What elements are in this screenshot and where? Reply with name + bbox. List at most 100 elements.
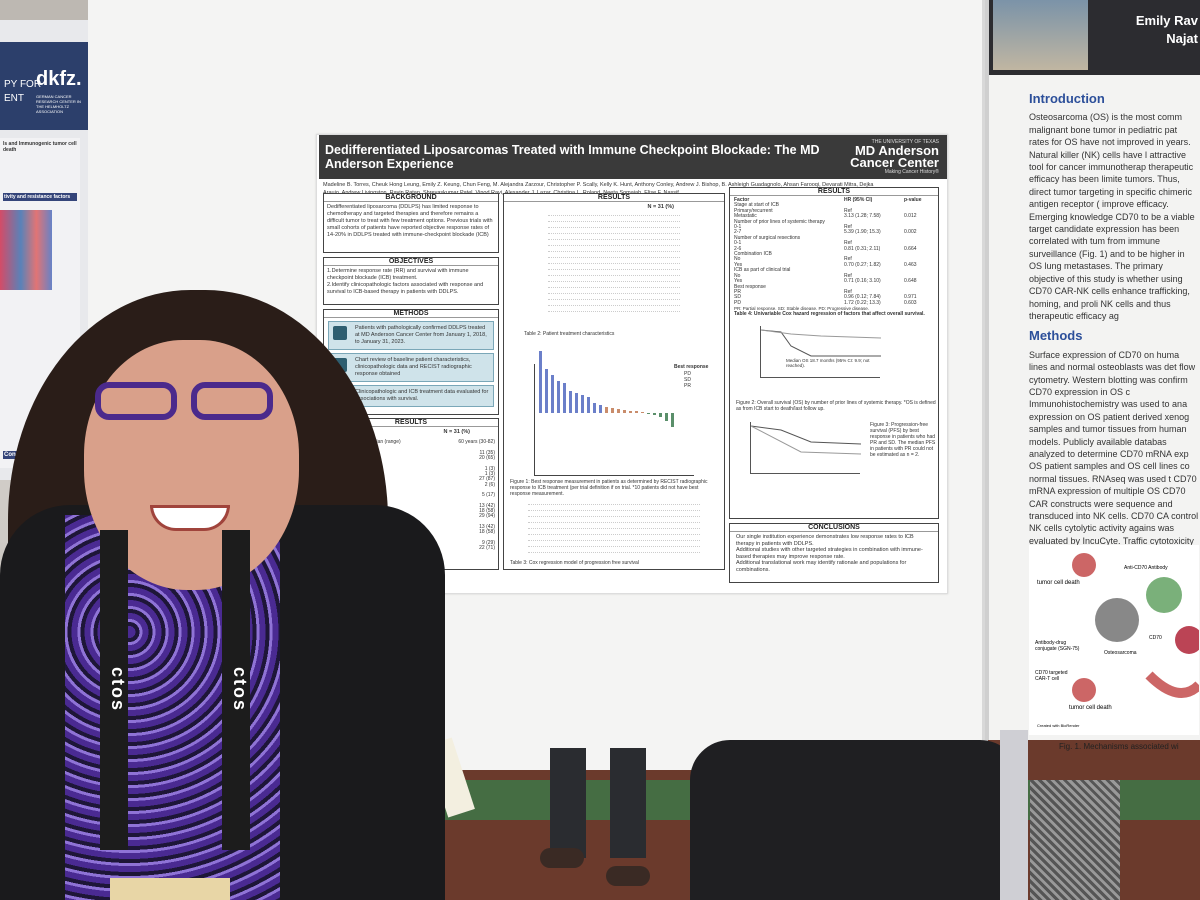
table-row: 2-6 0.81 (0.31; 2.11) 0.664 [734,245,934,252]
legend-pd: PD [684,371,691,377]
conclusions-heading: CONCLUSIONS [730,524,938,532]
mechanism-diagram [1072,553,1200,702]
legend-pr: PR [684,383,691,389]
table-row: Metastatic 3.13 (1.28; 7.58) 0.012 [734,213,934,220]
table3-caption: Table 3: Cox regression model of progres… [510,560,639,566]
methods-heading: METHODS [324,310,498,318]
table-cell: 11 (35) [479,449,495,456]
logo-name: MD Anderson Cancer Center [850,143,939,170]
table-cell: 27 (87) [479,476,495,483]
table-row [528,548,700,553]
table-cell: 60 years (30-82) [458,439,495,446]
lens-right [191,382,273,420]
table-cell: 22 (71) [479,545,495,552]
table-row [548,295,680,300]
table-row: 0-1 Ref [734,224,934,230]
waterfall-bar [599,405,602,413]
dkfz-logo: dkfz. [36,68,82,90]
table-cell: 2-7 [734,229,742,236]
poster-stand-pole [1000,730,1028,900]
method-2-text: Chart review of baseline patient charact… [355,357,472,377]
waterfall-bar [605,407,608,413]
table-row [528,506,700,511]
waterfall-bar [623,410,626,413]
logo-motto: Making Cancer History® [884,169,939,175]
waterfall-bar [659,413,662,417]
table-cell: 1.72 (0.22; 13.3) [844,299,881,306]
table-row: Number of prior lines of systemic therap… [734,219,934,225]
fig-label-3: Osteosarcoma [1104,650,1137,656]
table-cell: 0.71 (0.16; 3.10) [844,278,881,285]
objectives-box: OBJECTIVES 1.Determine response rate (RR… [323,257,499,305]
intro-text: Osteosarcoma (OS) is the most comm malig… [1029,112,1195,321]
table-cell: Combination ICB [734,251,772,258]
right-poster-authors: Emily Rav Najat [1089,12,1200,48]
table-cell: 0.81 (0.31; 2.11) [844,245,881,252]
table-cell: Ref [844,288,852,295]
table-cell: 13 (42) [479,502,495,509]
table-cell: 0.603 [904,299,917,306]
method-item-2: Chart review of baseline patient charact… [328,353,494,382]
results-mid-box: RESULTS N = 31 (%) Table 2: Patient trea… [503,193,725,570]
table-row: Primary/recurrent Ref [734,208,934,214]
purple-glasses [95,382,275,422]
waterfall-bar [641,412,644,413]
waterfall-bar [569,391,572,413]
table-cell: Ref [844,272,852,279]
background-person-legs [540,748,660,898]
logo-university: THE UNIVERSITY OF TEXAS [871,139,939,145]
table-cell: 20 (65) [479,455,495,462]
table-cell: 18 (58) [479,529,495,536]
table-row [548,271,680,276]
table-row: 2-7 5.39 (1.90; 15.3) 0.002 [734,229,934,236]
table-row: Best response [734,284,934,290]
table-cell: Yes [734,278,743,285]
right-fig-caption: Fig. 1. Mechanisms associated wi [1059,742,1179,751]
waterfall-bar [551,375,554,413]
lanyard-left: ctos [100,530,128,850]
results-mid-heading: RESULTS [504,194,724,202]
legend-sd: SD [684,377,691,383]
table-cell: 0.012 [904,213,917,220]
table-row: PR Ref [734,288,934,295]
hazard-table: Factor HR (95% CI) p-value Stage at start o… [730,197,938,306]
results-left-col-header: N = 31 (%) [443,429,470,435]
table-row: Stage at start of ICB [734,202,934,209]
waterfall-bar [575,393,578,413]
table-row: No Ref [734,257,934,263]
conclusion-3: Additional translational work may identi… [736,560,907,573]
table-row: 0-1 Ref [734,240,934,247]
table-footnote: PR: Partial response. SD: Stable disease… [734,306,870,312]
objective-1: 1.Determine response rate (RR) and survi… [327,268,469,281]
poster-header: Dedifferentiated Liposarcomas Treated wi… [319,135,947,179]
table-row [548,259,680,264]
table-cell: No [734,272,741,279]
figure2-caption: Figure 2: Overall survival (OS) by numbe… [736,400,936,412]
table-cell: 18 (58) [479,508,495,515]
table-cell: 2 (6) [484,481,495,488]
table-cell: Metastatic [734,213,757,220]
waterfall-bar [581,395,584,413]
table-cell: 0.648 [904,278,917,285]
table-cell: 1 (3) [484,465,495,472]
right-poster-board: Emily Rav Najat Introduction Osteosarcom… [985,0,1200,751]
right-poster-header: Emily Rav Najat [989,0,1200,75]
table-row: Combination ICB [734,251,934,258]
table-cell: Ref [844,240,852,247]
table-cell: 0.463 [904,261,917,268]
left-poster-header: PY FOR ENT dkfz. GERMAN CANCER RESEARCH … [0,42,90,130]
table-row [528,536,700,541]
waterfall-bar [557,381,560,413]
table-row [548,223,680,228]
table4-caption: Table 4: Univariable Cox hazard regressi… [734,311,925,318]
figure3-caption: Figure 3: Progression-free survival (PFS… [870,422,936,458]
fig-label-5: CD70 targeted CAR-T cell [1035,670,1068,682]
waterfall-bar [671,413,674,427]
table-cell: Stage at start of ICB [734,202,780,209]
table-cell: 0.70 (0.27; 1.82) [844,261,881,268]
background-person-dark [690,740,1020,900]
background-text: Dedifferentiated liposarcoma (DDLPS) has… [327,204,493,238]
table-cell: ICB as part of clinical trial [734,267,791,274]
table-row: ICB as part of clinical trial [734,267,934,274]
